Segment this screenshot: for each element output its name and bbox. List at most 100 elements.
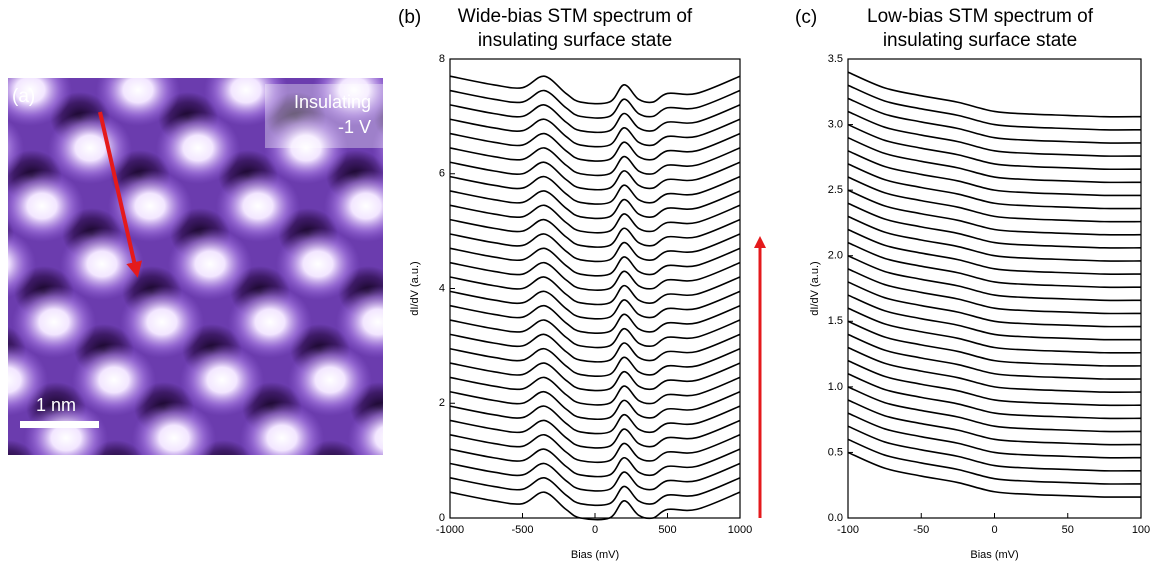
y-tick-label: 1.0 bbox=[828, 381, 843, 393]
stm-atom bbox=[60, 228, 144, 300]
x-tick-label: 100 bbox=[1132, 524, 1150, 536]
spectrum-line bbox=[449, 89, 741, 119]
spectrum-line bbox=[449, 104, 741, 134]
spectrum-line bbox=[847, 202, 1142, 249]
stm-atom bbox=[156, 112, 240, 184]
spectrum-line bbox=[847, 386, 1142, 433]
spectrum-line bbox=[449, 448, 741, 478]
spectrum-line bbox=[449, 362, 741, 392]
annotation: Insulating bbox=[294, 92, 371, 112]
spectrum-line bbox=[449, 75, 741, 105]
stm-atom bbox=[12, 286, 96, 358]
stm-hole bbox=[362, 498, 422, 550]
stm-hole bbox=[578, 498, 638, 550]
stm-atom bbox=[252, 0, 336, 68]
panel-label: (a) bbox=[12, 86, 35, 107]
spectrum-line bbox=[847, 71, 1142, 118]
spectrum-line bbox=[847, 84, 1142, 131]
stm-atom bbox=[8, 170, 84, 242]
stm-atom bbox=[204, 78, 288, 126]
spectrum-line bbox=[449, 261, 741, 291]
y-tick-label: 6 bbox=[439, 168, 445, 180]
stm-atom bbox=[240, 402, 324, 455]
panel-label: (b) bbox=[398, 7, 421, 28]
spectrum-line bbox=[847, 123, 1142, 171]
spectrum-line bbox=[847, 176, 1142, 223]
stm-hole bbox=[458, 382, 518, 434]
stm-hole bbox=[518, 440, 578, 492]
spectrum-line bbox=[449, 304, 741, 334]
spectrum-line bbox=[449, 161, 741, 191]
spectrum-line bbox=[449, 333, 741, 363]
spectrum-line bbox=[847, 150, 1142, 197]
spectrum-line bbox=[449, 434, 741, 464]
spectrum-line bbox=[847, 359, 1142, 407]
stm-atom bbox=[180, 344, 264, 416]
stm-atom bbox=[228, 286, 312, 358]
x-tick-label: 500 bbox=[658, 524, 676, 536]
stm-atom bbox=[84, 460, 168, 532]
spectrum-line bbox=[847, 438, 1142, 485]
stm-atom bbox=[216, 170, 300, 242]
x-tick-label: 0 bbox=[991, 524, 997, 536]
y-tick-label: 3.5 bbox=[828, 53, 843, 65]
stm-atom bbox=[516, 460, 600, 532]
chart-title: insulating surface state bbox=[883, 30, 1077, 51]
stm-atom bbox=[300, 460, 384, 532]
spectrum-line bbox=[449, 347, 741, 378]
scale-bar-label: 1 nm bbox=[36, 395, 76, 415]
stm-hole bbox=[422, 34, 482, 86]
spectrum-line bbox=[847, 307, 1142, 354]
scale-bar bbox=[20, 421, 99, 428]
spectrum-line bbox=[847, 254, 1142, 302]
stm-atom bbox=[264, 112, 348, 184]
spectrum-line bbox=[449, 477, 741, 507]
stm-atom bbox=[0, 0, 12, 68]
stm-hole bbox=[0, 92, 2, 144]
y-axis-label: dI/dV (a.u.) bbox=[809, 261, 821, 315]
spectrum-line bbox=[847, 97, 1142, 144]
x-tick-label: 50 bbox=[1062, 524, 1074, 536]
x-tick-label: 1000 bbox=[728, 524, 752, 536]
annotation: -1 V bbox=[338, 117, 371, 137]
x-tick-label: -500 bbox=[511, 524, 533, 536]
y-tick-label: 2 bbox=[439, 397, 445, 409]
stm-hole bbox=[38, 498, 98, 550]
stm-hole bbox=[482, 92, 542, 144]
spectrum-line bbox=[847, 281, 1142, 328]
spectrum-line bbox=[449, 118, 741, 148]
spectrum-line bbox=[847, 333, 1142, 380]
stm-atom bbox=[8, 78, 72, 126]
spectrum-line bbox=[847, 215, 1142, 262]
stm-atom bbox=[144, 0, 228, 68]
x-tick-label: 0 bbox=[592, 524, 598, 536]
chart-title: Low-bias STM spectrum of bbox=[867, 6, 1094, 27]
y-axis-label: dI/dV (a.u.) bbox=[409, 261, 421, 315]
plot-frame bbox=[847, 58, 1142, 519]
spectrum-line bbox=[847, 241, 1142, 289]
stm-atom bbox=[0, 460, 60, 532]
spectrum-line bbox=[847, 399, 1142, 446]
stm-hole bbox=[386, 208, 446, 260]
spectrum-line bbox=[449, 247, 741, 277]
spectrum-line bbox=[847, 373, 1142, 420]
spectrum-line bbox=[847, 189, 1142, 236]
spectrum-line bbox=[847, 425, 1142, 472]
y-tick-label: 2.5 bbox=[828, 184, 843, 196]
stm-atom bbox=[120, 286, 204, 358]
x-axis-label: Bias (mV) bbox=[970, 549, 1018, 561]
stm-atom bbox=[168, 228, 252, 300]
spectrum-line bbox=[847, 136, 1142, 184]
stm-atom bbox=[24, 402, 108, 455]
stm-image bbox=[0, 0, 638, 550]
stm-atom bbox=[372, 123, 383, 173]
stm-atom bbox=[288, 344, 372, 416]
stm-atom bbox=[48, 112, 132, 184]
y-tick-label: 0 bbox=[439, 512, 445, 524]
stm-hole bbox=[146, 498, 206, 550]
stm-atom bbox=[36, 0, 120, 68]
spectrum-line bbox=[847, 294, 1142, 341]
spectrum-line bbox=[847, 412, 1142, 459]
spectrum-line bbox=[449, 204, 741, 234]
